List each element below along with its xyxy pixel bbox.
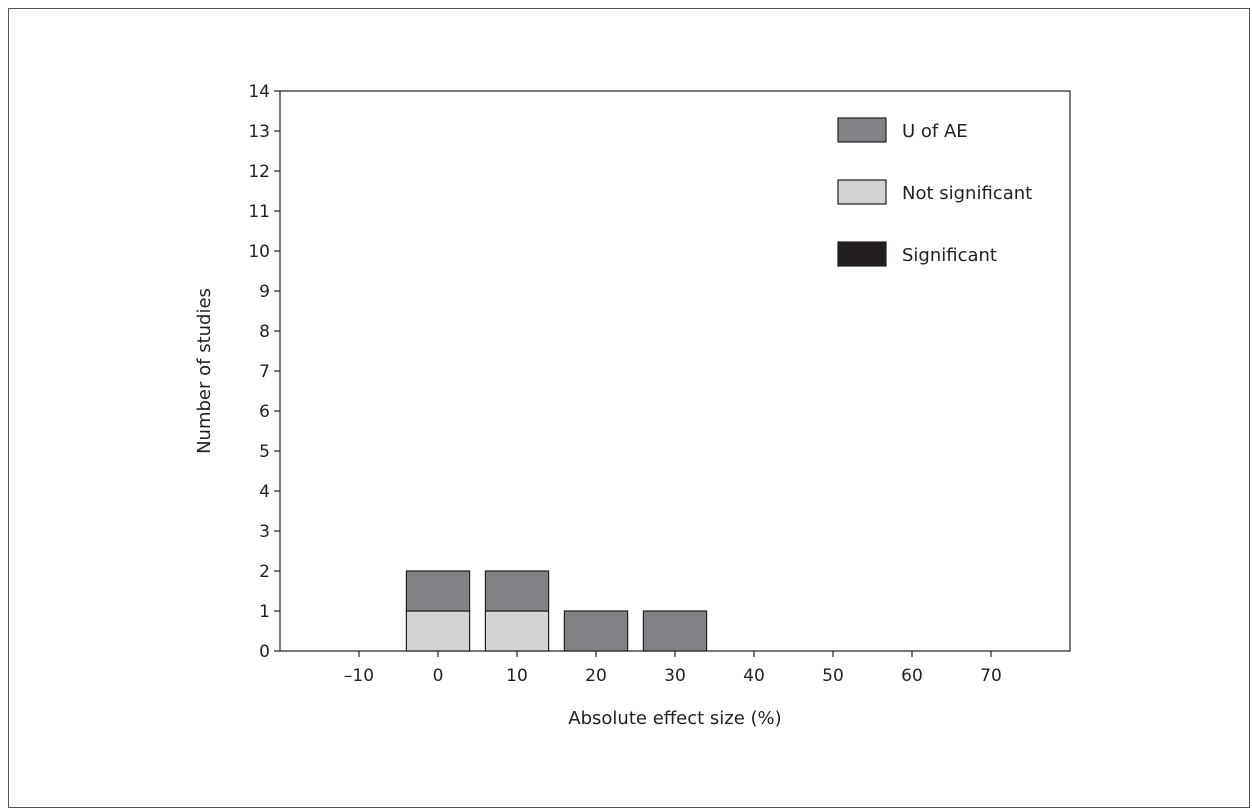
y-tick-label: 13: [248, 122, 270, 142]
x-tick-label: 40: [743, 666, 765, 686]
bar-u-of-ae: [484, 570, 550, 612]
x-tick-label: 10: [506, 666, 528, 686]
x-axis-title: Absolute effect size (%): [568, 708, 781, 729]
bars: [405, 570, 708, 652]
bar-not-significant: [405, 610, 471, 652]
y-tick-label: 11: [248, 202, 270, 222]
bar-u-of-ae: [563, 610, 629, 652]
bar-u-of-ae: [405, 570, 471, 612]
y-tick-label: 6: [259, 402, 270, 422]
x-tick-label: 0: [433, 666, 444, 686]
y-tick-label: 0: [259, 642, 270, 662]
y-tick-label: 7: [259, 362, 270, 382]
y-tick-label: 14: [248, 82, 270, 102]
y-tick-label: 12: [248, 162, 270, 182]
x-tick-label: 60: [901, 666, 923, 686]
x-tick-label: 30: [664, 666, 686, 686]
y-tick-label: 1: [259, 602, 270, 622]
bar-not-significant: [484, 610, 550, 652]
bar-u-of-ae: [642, 610, 708, 652]
y-axis-title: Number of studies: [194, 288, 215, 454]
x-tick-label: 50: [822, 666, 844, 686]
legend-swatch: [837, 241, 887, 267]
y-tick-label: 5: [259, 442, 270, 462]
y-tick-label: 3: [259, 522, 270, 542]
legend-label: Not significant: [902, 183, 1032, 204]
y-tick-label: 10: [248, 242, 270, 262]
plot-area-frame: [279, 90, 1071, 652]
x-tick-label: 70: [980, 666, 1002, 686]
legend-label: U of AE: [902, 121, 968, 142]
y-tick-label: 4: [259, 482, 270, 502]
x-tick-label: –10: [344, 666, 374, 686]
y-tick-label: 9: [259, 282, 270, 302]
y-tick-label: 8: [259, 322, 270, 342]
legend-label: Significant: [902, 245, 997, 266]
x-tick-label: 20: [585, 666, 607, 686]
legend-swatch: [837, 117, 887, 143]
y-tick-label: 2: [259, 562, 270, 582]
legend-swatch: [837, 179, 887, 205]
legend: U of AE Not significant Significant: [837, 117, 1032, 267]
